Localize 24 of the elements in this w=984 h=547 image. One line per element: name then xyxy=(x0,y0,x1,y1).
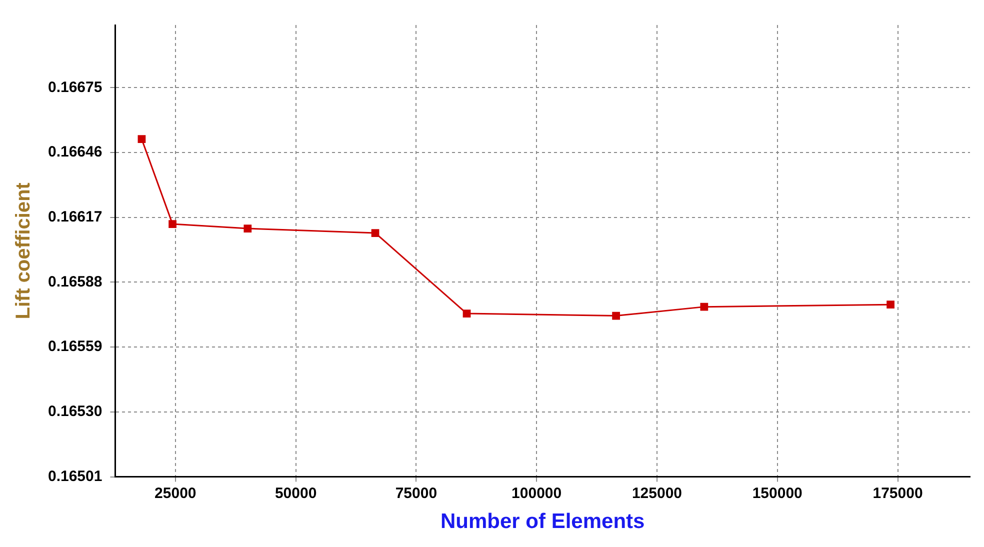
point xyxy=(168,220,176,228)
x-axis-title: Number of Elements xyxy=(440,510,645,534)
x-tick-label: 50000 xyxy=(274,484,317,502)
x-tick-label: 100000 xyxy=(512,484,562,502)
point xyxy=(700,302,708,311)
y-tick-label: 0.16559 xyxy=(48,338,102,356)
point xyxy=(462,310,471,318)
y-tick-label: 0.16675 xyxy=(48,78,102,96)
point xyxy=(138,135,146,143)
y-tick-label: 0.16617 xyxy=(48,208,102,226)
y-axis-title: Lift coefficient xyxy=(12,182,35,320)
point xyxy=(886,300,894,309)
x-tick-label: 150000 xyxy=(752,484,802,502)
x-tick-label: 25000 xyxy=(154,484,196,502)
point xyxy=(244,224,252,232)
y-tick-label: 0.16646 xyxy=(48,144,102,161)
x-tick-label: 75000 xyxy=(395,484,438,502)
x-tick-label: 125000 xyxy=(632,484,682,502)
x-tick-label: 175000 xyxy=(872,484,923,502)
y-tick-label: 0.16530 xyxy=(48,403,102,420)
y-tick-label: 0.16588 xyxy=(48,273,102,290)
point xyxy=(612,312,620,320)
point xyxy=(371,229,380,237)
y-tick-label: 0.16501 xyxy=(48,468,102,485)
